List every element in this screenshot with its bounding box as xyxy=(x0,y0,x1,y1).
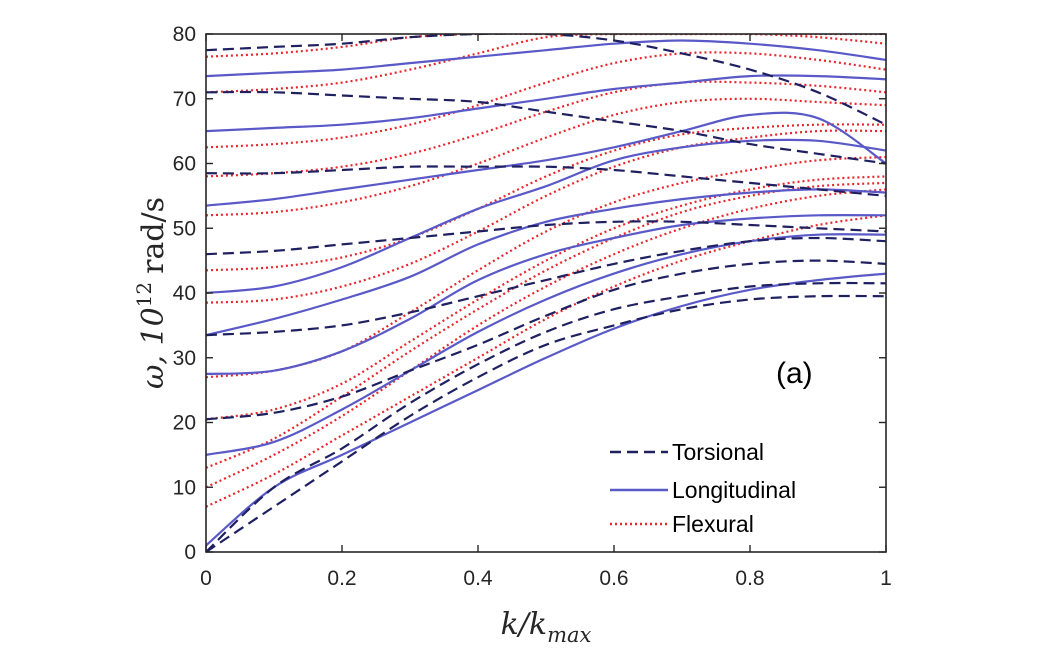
legend-label-torsional: Torsional xyxy=(672,439,764,465)
longitudinal-branch-7 xyxy=(206,74,886,133)
y-tick-label: 40 xyxy=(173,282,196,305)
x-tick-label: 0.2 xyxy=(327,567,356,590)
torsional-branch-5 xyxy=(206,220,886,256)
legend-label-longitudinal: Longitudinal xyxy=(672,477,796,503)
y-axis-title: ω, 1012rad/s xyxy=(132,197,171,389)
flexural-branch-5 xyxy=(206,155,886,379)
x-tick-label: 0.8 xyxy=(735,567,764,590)
x-tick-label: 0.6 xyxy=(599,567,628,590)
flexural-branch-11 xyxy=(206,34,886,94)
flexural-branch-10 xyxy=(206,51,886,149)
y-tick-label: 80 xyxy=(173,23,196,46)
torsional-branch-3 xyxy=(206,259,886,421)
longitudinal-branch-2 xyxy=(206,233,886,456)
longitudinal-branch-8 xyxy=(206,39,886,78)
longitudinal-branch-4 xyxy=(206,188,886,337)
flexural-branch-3 xyxy=(206,181,886,469)
y-tick-label: 0 xyxy=(184,541,196,564)
legend-label-flexural: Flexural xyxy=(672,511,754,537)
torsional-branch-4 xyxy=(206,236,886,337)
longitudinal-branch-5 xyxy=(206,138,886,295)
flexural-branch-1 xyxy=(206,214,886,508)
legend: Torsional Longitudinal Flexural xyxy=(610,439,796,537)
x-tick-label: 0.4 xyxy=(463,567,493,590)
y-tick-label: 20 xyxy=(173,412,196,435)
longitudinal-branch-6 xyxy=(206,111,886,207)
torsional-branch-8 xyxy=(206,34,886,126)
x-axis-title-subscript: max xyxy=(547,623,591,647)
flexural-branch-6 xyxy=(206,129,886,304)
y-tick-label: 30 xyxy=(173,347,196,370)
y-axis-title-unit: rad/s xyxy=(136,197,171,274)
y-tick-label: 50 xyxy=(173,217,196,240)
plot-lines xyxy=(206,34,886,552)
flexural-branch-2 xyxy=(206,188,886,489)
torsional-branch-2 xyxy=(206,281,886,552)
torsional-branch-1 xyxy=(206,294,886,552)
x-tick-label: 0 xyxy=(200,567,212,590)
y-axis-title-exponent: 12 xyxy=(132,282,156,307)
panel-label: (a) xyxy=(776,357,813,390)
x-axis-title: k/kmax xyxy=(501,607,592,647)
longitudinal-branch-3 xyxy=(206,213,886,375)
torsional-branch-6 xyxy=(206,165,886,197)
flexural-branch-9 xyxy=(206,80,886,178)
x-tick-label: 1 xyxy=(880,567,892,590)
torsional-branch-7 xyxy=(206,90,886,165)
longitudinal-branch-1 xyxy=(206,272,886,547)
y-tick-label: 60 xyxy=(173,153,196,176)
y-tick-label: 10 xyxy=(173,476,196,499)
flexural-branch-8 xyxy=(206,97,886,217)
y-tick-label: 70 xyxy=(173,88,196,111)
flexural-branch-7 xyxy=(206,123,886,272)
